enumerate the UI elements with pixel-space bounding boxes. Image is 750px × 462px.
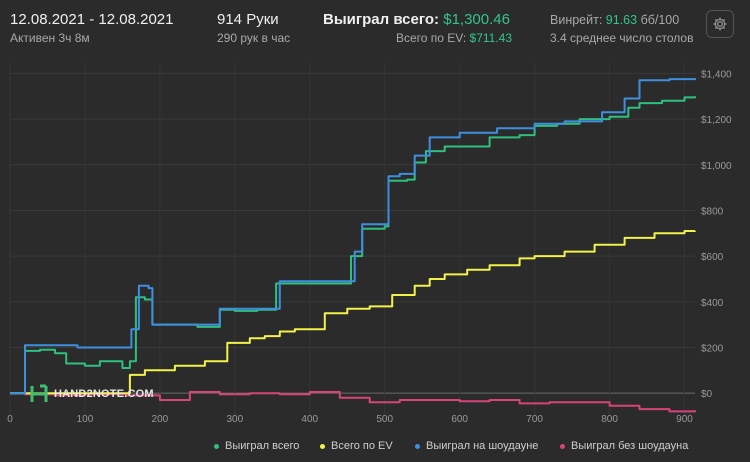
avg-tables: 3.4 среднее число столов (550, 31, 694, 45)
y-tick-label: $600 (701, 252, 724, 263)
chart-legend: Выиграл всего Всего по EV Выиграл на шоу… (0, 440, 750, 456)
won-total-label: Выиграл всего: (323, 11, 440, 28)
x-tick-label: 900 (676, 414, 693, 425)
date-block: 12.08.2021 - 12.08.2021 Активен 3ч 8м (10, 10, 173, 46)
date-range: 12.08.2021 - 12.08.2021 (10, 11, 174, 28)
stats-header: 12.08.2021 - 12.08.2021 Активен 3ч 8м 91… (0, 0, 750, 56)
winrate-value: 91.63 (605, 13, 638, 27)
gear-icon (713, 17, 727, 31)
x-tick-label: 700 (526, 414, 543, 425)
winrate-unit: бб/100 (640, 13, 680, 27)
hand2note-logo: HAND2NOTE.COM (30, 384, 154, 404)
logo-text: HAND2NOTE.COM (54, 388, 154, 400)
legend-item-ev[interactable]: Всего по EV (320, 440, 393, 452)
y-tick-label: $1,400 (701, 69, 732, 80)
hand2note-logo-icon (30, 384, 48, 402)
x-tick-label: 0 (7, 414, 13, 425)
won-block: Выиграл всего: $1,300.46 Всего по EV: $7… (323, 10, 512, 46)
settings-button[interactable] (706, 10, 734, 38)
winrate-block: Винрейт: 91.63 бб/100 3.4 среднее число … (550, 10, 693, 46)
x-tick-label: 600 (451, 414, 468, 425)
legend-label: Всего по EV (331, 440, 393, 452)
legend-dot (320, 443, 325, 449)
y-tick-label: $1,200 (701, 115, 732, 126)
legend-dot (214, 443, 219, 449)
x-tick-label: 400 (301, 414, 318, 425)
y-tick-label: $1,000 (701, 161, 732, 172)
x-tick-label: 200 (152, 414, 169, 425)
x-tick-label: 800 (601, 414, 618, 425)
series-line-1 (10, 230, 696, 395)
x-tick-label: 100 (77, 414, 94, 425)
y-tick-label: $0 (701, 389, 713, 400)
hands-block: 914 Руки 290 рук в час (217, 10, 290, 46)
legend-dot (415, 443, 420, 449)
hands-count: 914 Руки (217, 11, 279, 28)
series-line-0 (10, 96, 696, 395)
legend-item-won-total[interactable]: Выиграл всего (214, 440, 299, 452)
legend-dot (560, 443, 565, 449)
legend-item-non-showdown[interactable]: Выиграл без шоудауна (560, 440, 688, 452)
series-line-3 (10, 391, 696, 413)
legend-label: Выиграл на шоудауне (426, 440, 539, 452)
results-chart[interactable]: $1,400 $1,200 $1,000 $800 $600 $400 $200 $0 0 10… (0, 56, 750, 436)
legend-label: Выиграл без шоудауна (571, 440, 689, 452)
y-tick-label: $400 (701, 298, 724, 309)
graph-area[interactable]: $1,400 $1,200 $1,000 $800 $600 $400 $200 $0 0 10… (0, 56, 750, 436)
legend-label: Выиграл всего (225, 440, 300, 452)
winrate-label: Винрейт: (550, 13, 603, 27)
series-line-2 (10, 78, 696, 395)
ev-total-value: $711.43 (469, 31, 513, 45)
x-tick-label: 500 (376, 414, 393, 425)
ev-total-label: Всего по EV: (396, 31, 467, 45)
y-tick-label: $200 (701, 343, 724, 354)
hands-per-hour: 290 рук в час (217, 31, 291, 45)
y-tick-label: $800 (701, 206, 724, 217)
won-total-value: $1,300.46 (443, 11, 510, 28)
active-time: Активен 3ч 8м (10, 31, 90, 45)
legend-item-showdown[interactable]: Выиграл на шоудауне (415, 440, 538, 452)
x-tick-label: 300 (226, 414, 243, 425)
